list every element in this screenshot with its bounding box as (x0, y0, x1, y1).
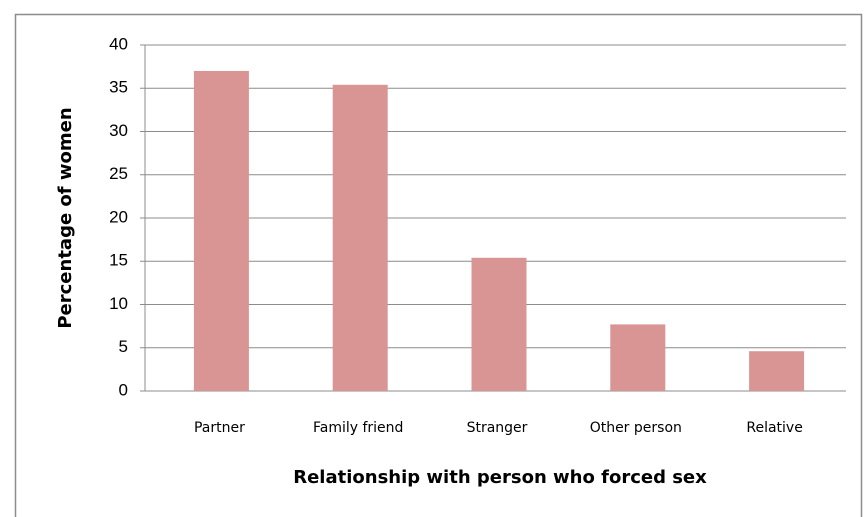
chart-frame (14, 13, 863, 517)
bar (610, 324, 666, 391)
y-tick-label: 5 (119, 337, 128, 356)
x-tick-label: Other person (590, 420, 682, 436)
y-tick-label: 35 (109, 78, 128, 97)
bar (471, 257, 527, 391)
x-tick-label: Partner (194, 420, 245, 436)
bar (193, 70, 249, 391)
y-tick-label: 20 (109, 207, 128, 226)
y-axis-title: Percentage of women (55, 107, 76, 328)
y-tick-label: 40 (109, 34, 128, 53)
bar (749, 351, 805, 391)
y-tick-label: 0 (119, 380, 128, 399)
x-tick-label: Relative (746, 420, 802, 436)
x-tick-label: Family friend (313, 420, 403, 436)
y-tick-label: 30 (109, 121, 128, 140)
y-tick-label: 10 (109, 294, 128, 313)
y-tick-label: 15 (109, 251, 128, 270)
bar (332, 84, 388, 391)
x-axis-title: Relationship with person who forced sex (293, 467, 707, 488)
y-tick-label: 25 (109, 164, 128, 183)
x-tick-label: Stranger (467, 420, 528, 436)
